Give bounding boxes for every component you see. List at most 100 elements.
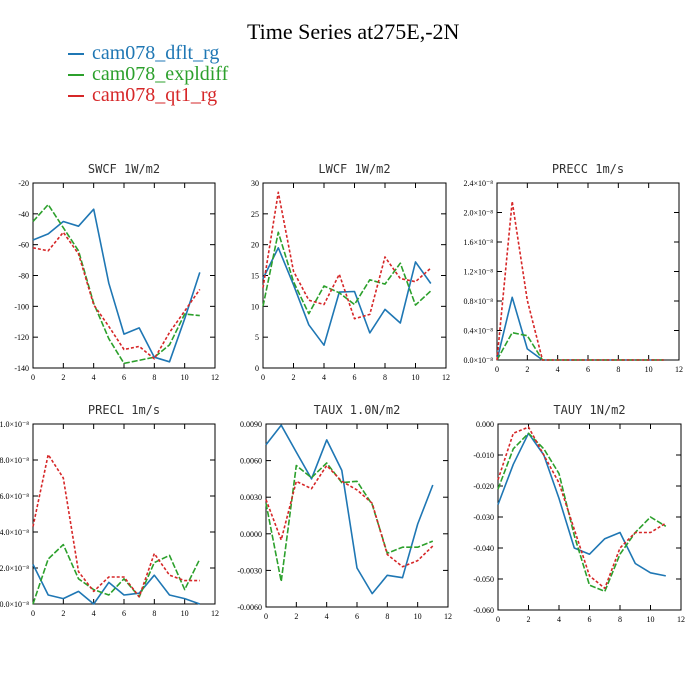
panel-title: TAUY 1N/m2: [553, 403, 625, 417]
y-tick-label: 1.6×10⁻⁸: [463, 238, 493, 247]
y-tick-label: 0.0×10⁻⁸: [0, 600, 29, 609]
y-tick-label: 20: [251, 241, 259, 250]
y-tick-label: -60: [18, 241, 29, 250]
x-tick-label: 4: [322, 373, 326, 382]
series-line-cam078-expldiff: [496, 331, 664, 361]
y-tick-label: 15: [251, 272, 259, 281]
panel-title: PRECL 1m/s: [88, 403, 160, 417]
chart-panel: PRECC 1m/s 0 2 4 6 8 10 12 0.0×10⁻⁸ 0.4×10⁻⁸ 0.8×1…: [463, 162, 683, 374]
x-tick-label: 8: [618, 615, 622, 624]
y-tick-label: 6.0×10⁻⁸: [0, 492, 29, 501]
legend-line-swatch: [68, 73, 84, 76]
x-tick-label: 12: [675, 365, 683, 374]
series-line-cam078-qt1-rg: [262, 191, 432, 320]
x-tick-label: 0: [496, 615, 500, 624]
panel-title: TAUX 1.0N/m2: [314, 403, 401, 417]
x-tick-label: 6: [355, 612, 359, 621]
series-line-cam078-expldiff: [497, 432, 667, 593]
x-tick-label: 4: [92, 373, 96, 382]
y-tick-label: 0.0090: [240, 420, 262, 429]
x-tick-label: 12: [211, 609, 219, 618]
chart-panel: TAUY 1N/m2 0 2 4 6 8 10 12 -0.060 -0.050 -0.040 -0.…: [473, 403, 685, 624]
chart-panel: LWCF 1W/m2 0 2 4 6 8 10 12 0 5 10 15 20 25 30: [251, 162, 450, 382]
series-line-cam078-qt1-rg: [32, 453, 200, 598]
y-tick-label: -0.030: [473, 513, 494, 522]
y-tick-label: 5: [255, 333, 259, 342]
series-line-cam078-expldiff: [32, 543, 201, 605]
plot-frame: [32, 182, 216, 369]
x-tick-label: 10: [647, 615, 655, 624]
x-tick-label: 12: [444, 612, 452, 621]
x-tick-label: 4: [92, 609, 96, 618]
x-tick-label: 4: [557, 615, 561, 624]
y-tick-label: 0.0×10⁻⁸: [463, 356, 493, 365]
series-line-cam078-qt1-rg: [496, 200, 664, 361]
x-tick-label: 0: [264, 612, 268, 621]
y-tick-label: 4.0×10⁻⁸: [0, 528, 29, 537]
x-tick-label: 10: [412, 373, 420, 382]
y-tick-label: -0.050: [473, 575, 494, 584]
x-tick-label: 10: [181, 373, 189, 382]
legend-line-swatch: [68, 94, 84, 97]
series-line-cam078-dflt-rg: [262, 247, 432, 347]
y-tick-label: -80: [18, 272, 29, 281]
x-tick-label: 8: [152, 373, 156, 382]
x-tick-label: 8: [383, 373, 387, 382]
y-tick-label: -0.040: [473, 544, 494, 553]
series-line-cam078-dflt-rg: [32, 208, 201, 363]
figure-title: Time Series at275E,-2N: [247, 19, 460, 44]
y-tick-label: -120: [14, 333, 29, 342]
x-tick-label: 6: [122, 609, 126, 618]
y-tick-label: 0.0000: [240, 530, 262, 539]
y-tick-label: -100: [14, 302, 29, 311]
series-line-cam078-dflt-rg: [496, 296, 664, 361]
x-tick-label: 2: [61, 609, 65, 618]
plot-frame: [497, 423, 682, 611]
plot-frame: [496, 182, 680, 361]
y-tick-label: 10: [251, 302, 259, 311]
x-tick-label: 2: [525, 365, 529, 374]
y-tick-label: 0.4×10⁻⁸: [463, 327, 493, 336]
y-tick-label: 1.2×10⁻⁸: [463, 268, 493, 277]
y-tick-label: 0.000: [476, 420, 494, 429]
y-tick-label: 0.0060: [240, 457, 262, 466]
x-tick-label: 0: [31, 609, 35, 618]
x-tick-label: 12: [442, 373, 450, 382]
panel-title: LWCF 1W/m2: [318, 162, 390, 176]
series-line-cam078-qt1-rg: [497, 426, 667, 590]
series-line-cam078-dflt-rg: [265, 424, 434, 595]
series-line-cam078-dflt-rg: [497, 432, 666, 577]
y-tick-label: -20: [18, 179, 29, 188]
legend-item: cam078_qt1_rg: [68, 84, 228, 106]
x-tick-label: 8: [616, 365, 620, 374]
x-tick-label: 6: [588, 615, 592, 624]
panel-title: SWCF 1W/m2: [88, 162, 160, 176]
series-line-cam078-expldiff: [265, 462, 434, 583]
x-tick-label: 0: [261, 373, 265, 382]
x-tick-label: 10: [645, 365, 653, 374]
legend: cam078_dflt_rg cam078_expldiff cam078_qt…: [68, 42, 229, 106]
y-tick-label: 25: [251, 210, 259, 219]
y-tick-label: -0.0030: [237, 566, 262, 575]
x-tick-label: 0: [495, 365, 499, 374]
x-tick-label: 6: [353, 373, 357, 382]
chart-panel: SWCF 1W/m2 0 2 4 6 8 10 12 -140 -120 -100 -80 -60 -40…: [14, 162, 219, 382]
legend-label: cam078_expldiff: [92, 63, 229, 85]
series-line-cam078-expldiff: [32, 203, 200, 365]
x-tick-label: 4: [325, 612, 329, 621]
legend-item: cam078_expldiff: [68, 63, 229, 85]
legend-label: cam078_qt1_rg: [92, 84, 218, 106]
series-line-cam078-qt1-rg: [32, 231, 201, 360]
x-tick-label: 2: [61, 373, 65, 382]
chart-panel: PRECL 1m/s 0 2 4 6 8 10 12 0.0×10⁻⁸ 2.0×10⁻⁸ 4.0×1…: [0, 403, 219, 618]
x-tick-label: 10: [414, 612, 422, 621]
y-tick-label: 2.4×10⁻⁸: [463, 179, 493, 188]
x-tick-label: 0: [31, 373, 35, 382]
y-tick-label: 0.8×10⁻⁸: [463, 297, 493, 306]
y-tick-label: -0.0060: [237, 603, 262, 612]
y-tick-label: 1.0×10⁻⁸: [0, 420, 29, 429]
y-tick-label: -0.060: [473, 606, 494, 615]
y-tick-label: -40: [18, 210, 29, 219]
